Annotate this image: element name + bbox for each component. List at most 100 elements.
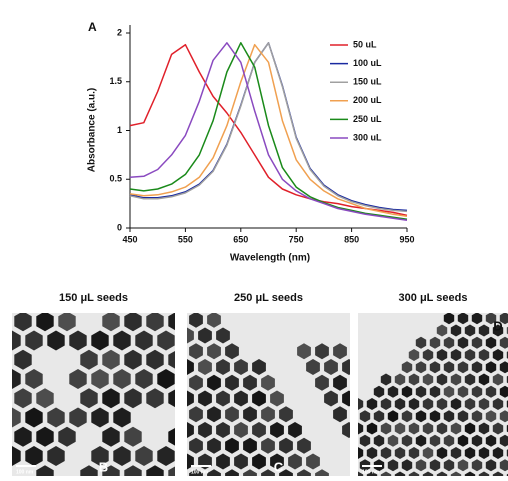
legend-label: 50 uL: [353, 39, 377, 49]
nanoparticle: [216, 453, 230, 470]
nanoparticle: [457, 459, 469, 472]
nanoparticle: [198, 390, 212, 407]
nanoparticle: [478, 422, 490, 435]
nanoparticle: [492, 373, 504, 386]
nanoparticle: [157, 446, 175, 466]
nanoparticle: [135, 292, 152, 312]
nanoparticle: [342, 390, 350, 407]
nanoparticle: [80, 349, 98, 370]
line: [129, 43, 408, 218]
nanoparticle: [252, 453, 266, 470]
nanoparticle: [464, 324, 476, 337]
nanoparticle: [25, 330, 43, 351]
nanoparticle: [146, 313, 164, 332]
nanoparticle: [394, 471, 406, 476]
nanoparticle: [387, 459, 399, 472]
nanoparticle: [333, 374, 347, 391]
nanoparticle: [401, 385, 413, 398]
nanoparticle: [373, 385, 385, 398]
panel-letter: B: [99, 459, 108, 474]
nanoparticle: [443, 410, 455, 423]
nanoparticle: [471, 313, 483, 325]
nanoparticle: [478, 447, 490, 459]
nanoparticle: [315, 374, 329, 391]
nanoparticle: [394, 398, 406, 410]
nanoparticle: [102, 388, 120, 409]
nanoparticle: [187, 422, 194, 438]
nanoparticle: [366, 471, 378, 476]
x-tick-label: 850: [344, 234, 359, 244]
nanoparticle: [333, 343, 347, 360]
nanoparticle: [429, 459, 441, 472]
nanoparticle: [342, 422, 350, 438]
nanoparticle: [91, 407, 109, 428]
nanoparticle: [102, 465, 120, 476]
nanoparticle: [499, 361, 508, 374]
nanoparticle: [401, 434, 413, 447]
nanoparticle: [443, 434, 455, 447]
legend-label: 150 uL: [353, 77, 382, 87]
nanoparticle: [443, 361, 455, 374]
nanoparticle: [157, 369, 175, 389]
panel-title: 150 μL seeds: [59, 292, 128, 304]
nanoparticle: [387, 410, 399, 423]
nanoparticle: [306, 359, 320, 375]
nanoparticle: [422, 422, 434, 435]
nanoparticle: [436, 373, 448, 386]
nanoparticle: [288, 453, 302, 470]
nanoparticle: [436, 471, 448, 476]
nanoparticle: [315, 343, 329, 360]
nanoparticle: [14, 349, 32, 370]
nanoparticle: [124, 313, 142, 332]
nanoparticle: [436, 447, 448, 459]
nanoparticle: [485, 434, 497, 447]
nanoparticle: [180, 296, 194, 312]
x-axis-title: Wavelength (nm): [230, 253, 310, 264]
nanoparticle: [270, 422, 284, 438]
nanoparticle: [387, 385, 399, 398]
nanoparticle: [457, 336, 469, 349]
nanoparticle: [0, 311, 10, 331]
y-tick-label: 2: [117, 27, 122, 37]
nanoparticle: [135, 330, 153, 351]
nanoparticle: [207, 406, 221, 423]
nanoparticle: [14, 388, 32, 409]
nanoparticle: [471, 336, 483, 349]
nanoparticle: [270, 390, 284, 407]
nanoparticle: [157, 330, 175, 351]
nanoparticle: [485, 313, 497, 325]
nanoparticle: [225, 437, 239, 454]
nanoparticle: [243, 437, 257, 454]
nanoparticle: [69, 407, 87, 428]
nanoparticle: [464, 471, 476, 476]
nanoparticle: [333, 406, 347, 423]
nanoparticle: [366, 422, 378, 435]
nanoparticle: [279, 437, 293, 454]
nanoparticle: [47, 446, 65, 466]
nanoparticle: [189, 343, 203, 360]
nanoparticle: [485, 459, 497, 472]
nanoparticle: [401, 459, 413, 472]
nanoparticle: [359, 410, 371, 423]
nanoparticle: [422, 349, 434, 361]
nanoparticle: [124, 426, 142, 447]
nanoparticle: [492, 422, 504, 435]
micrograph: 100 nm B: [0, 292, 175, 476]
nanoparticle: [252, 390, 266, 407]
nanoparticle: [297, 469, 311, 476]
nanoparticle: [25, 446, 43, 466]
nanoparticle: [12, 446, 21, 466]
nanoparticle: [471, 434, 483, 447]
nanoparticle: [436, 398, 448, 410]
nanoparticle: [443, 459, 455, 472]
nanoparticle: [443, 313, 455, 325]
nanoparticle: [252, 359, 266, 375]
legend-label: 200 uL: [353, 95, 382, 105]
nanoparticle: [36, 426, 54, 447]
nanoparticle: [429, 361, 441, 374]
nanoparticle: [135, 446, 153, 466]
nanoparticle: [457, 410, 469, 423]
nanoparticle: [91, 369, 109, 389]
nanoparticle: [485, 361, 497, 374]
